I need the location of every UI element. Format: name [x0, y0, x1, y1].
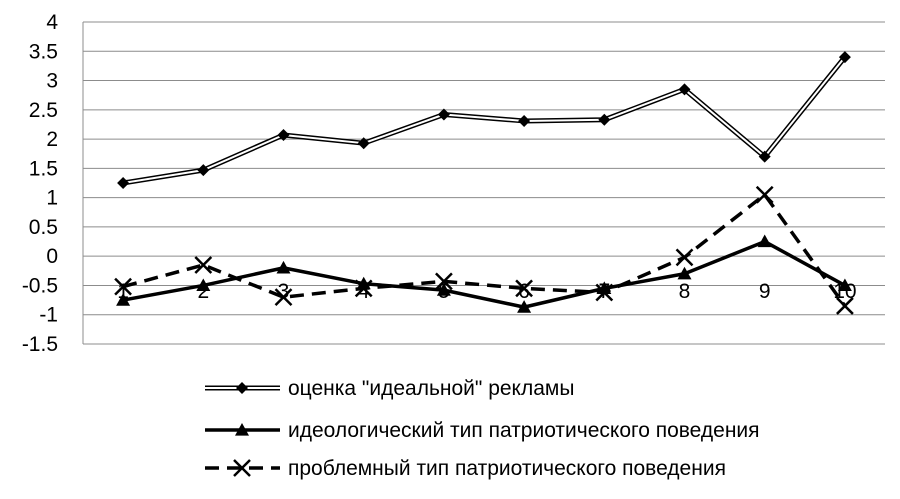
y-tick-label: -1.5 — [22, 333, 58, 356]
legend-item-ideal-ad-rating: оценка "идеальной" рекламы — [205, 377, 574, 400]
triangle-marker — [837, 278, 852, 292]
series-problem-type — [114, 185, 854, 315]
series-line-outer — [122, 55, 847, 186]
diamond-marker — [598, 113, 611, 126]
triangle-marker — [677, 266, 692, 280]
x-marker — [435, 272, 453, 291]
diamond-marker — [357, 137, 370, 150]
y-tick-label: 1.5 — [29, 157, 58, 180]
triangle-marker — [196, 278, 211, 292]
x-marker — [274, 288, 293, 307]
x-tick-label: 2 — [197, 280, 209, 303]
legend-label: оценка "идеальной" рекламы — [288, 377, 574, 400]
legend-item-ideological-type: идеологический тип патриотического повед… — [205, 419, 760, 442]
diamond-marker — [758, 150, 771, 163]
series-line — [122, 192, 847, 307]
gridlines — [82, 21, 885, 345]
series-lines — [114, 51, 854, 315]
series-ideal-ad-rating — [117, 51, 851, 189]
series-ideological-type — [116, 234, 852, 313]
x-marker — [595, 283, 614, 302]
y-tick-label: 3.5 — [29, 40, 58, 63]
y-tick-label: 2 — [46, 128, 58, 151]
x-marker — [755, 185, 774, 204]
y-tick-label: 3 — [46, 70, 58, 93]
x-tick-label: 9 — [759, 280, 771, 303]
x-marker — [675, 248, 694, 267]
triangle-marker — [116, 293, 131, 306]
x-marker — [233, 459, 251, 477]
diamond-marker — [117, 177, 130, 189]
x-tick-label: 10 — [833, 280, 856, 303]
legend: оценка "идеальной" рекламы идеологический… — [205, 377, 760, 480]
triangle-marker — [757, 234, 772, 248]
legend-label: проблемный тип патриотического поведения — [288, 457, 726, 480]
diamond-marker — [518, 114, 531, 127]
triangle-marker — [436, 283, 451, 296]
y-axis-tick-labels: -1.5 -1 -0.5 0 0.5 1 1.5 2 2.5 3 3.5 4 — [22, 11, 59, 356]
triangle-marker — [276, 260, 291, 274]
series-line-inner — [122, 56, 846, 184]
diamond-marker — [437, 108, 450, 121]
diamond-marker — [197, 164, 210, 177]
series-line — [122, 239, 846, 309]
legend-label: идеологический тип патриотического повед… — [288, 419, 760, 442]
x-marker — [114, 277, 132, 296]
x-marker — [194, 256, 213, 274]
diamond-marker — [838, 51, 851, 64]
y-tick-label: 0 — [46, 245, 58, 268]
y-tick-label: 1 — [46, 187, 58, 210]
triangle-marker — [235, 423, 249, 436]
diamond-marker — [236, 382, 248, 394]
x-tick-label: 6 — [518, 280, 530, 303]
y-tick-label: -1 — [39, 304, 58, 327]
y-tick-label: 2.5 — [29, 99, 58, 122]
y-tick-label: -0.5 — [22, 274, 58, 297]
x-tick-label: 8 — [679, 280, 691, 303]
x-tick-label: 1 — [117, 280, 129, 303]
x-tick-label: 3 — [278, 280, 290, 303]
x-marker — [836, 297, 854, 315]
y-tick-label: 0.5 — [29, 216, 58, 239]
triangle-marker — [517, 300, 532, 313]
diamond-marker — [678, 83, 691, 96]
y-tick-label: 4 — [46, 11, 58, 34]
x-marker — [515, 279, 533, 298]
diamond-marker — [277, 128, 290, 141]
legend-item-problem-type: проблемный тип патриотического поведения — [205, 457, 726, 480]
x-marker — [354, 279, 373, 298]
